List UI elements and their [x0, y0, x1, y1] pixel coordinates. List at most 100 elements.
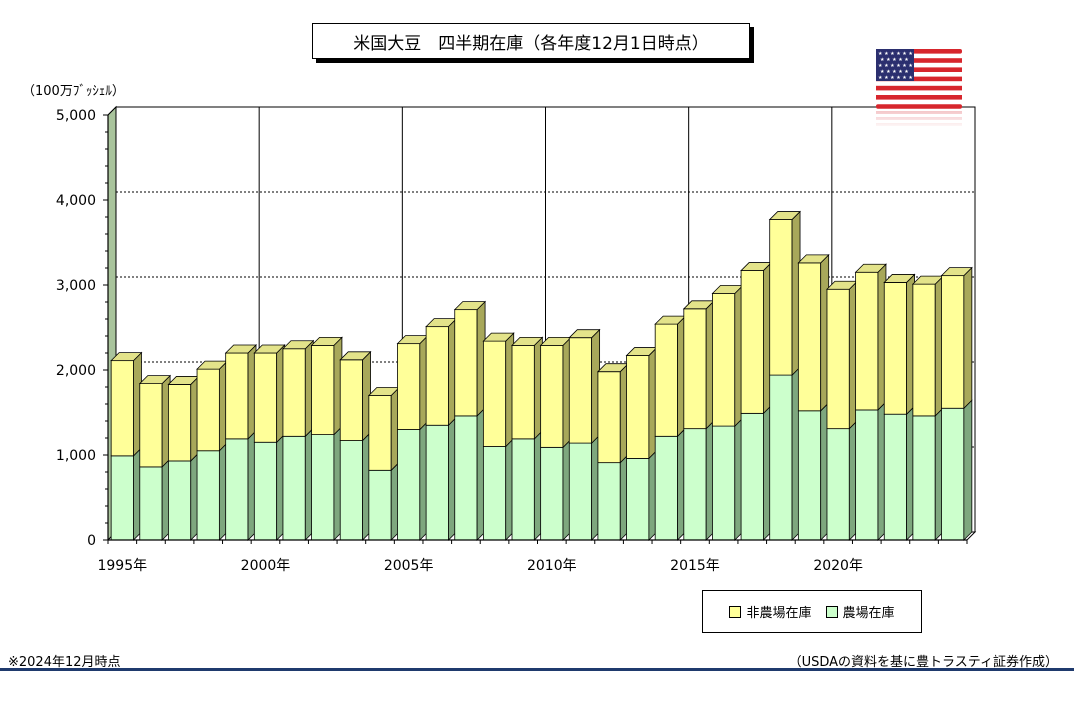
- bar-farm-segment: [941, 407, 965, 541]
- bar-2014: [654, 315, 687, 541]
- bar-nonfarm-segment: [826, 288, 850, 430]
- bar-2002: [310, 336, 343, 541]
- bar-2017: [740, 261, 773, 541]
- bar-nonfarm-segment: [454, 309, 478, 417]
- y-tick-label: 4,000: [56, 193, 96, 209]
- bar-farm-segment: [769, 374, 793, 541]
- legend-label-non-farm: 非農場在庫: [746, 606, 812, 621]
- bar-top: [253, 344, 286, 354]
- bar-farm-segment: [826, 428, 850, 541]
- x-tick-label: 2000年: [241, 558, 291, 574]
- bar-farm-segment: [712, 425, 736, 541]
- bar-2003: [339, 350, 372, 541]
- bar-nonfarm-segment: [425, 326, 449, 426]
- bar-top: [339, 351, 372, 361]
- chart-legend: 非農場在庫 農場在庫: [702, 590, 922, 633]
- bar-farm-segment: [339, 440, 363, 541]
- bar-farm-segment: [883, 413, 907, 541]
- bar-farm-segment: [139, 466, 163, 541]
- bar-2004: [367, 386, 401, 541]
- bar-2023: [911, 275, 945, 541]
- svg-text:★ ★ ★ ★ ★: ★ ★ ★ ★ ★: [880, 69, 909, 75]
- bar-2007: [453, 300, 487, 541]
- y-tick-label: 5,000: [56, 108, 96, 124]
- bar-2012: [596, 362, 630, 541]
- y-axis-unit-label: （100万ﾌﾞｯｼｪﾙ）: [22, 84, 125, 99]
- bar-nonfarm-segment: [912, 283, 936, 417]
- bar-farm-segment: [482, 446, 507, 541]
- bar-nonfarm-side: [963, 266, 973, 410]
- bar-nonfarm-segment: [654, 323, 678, 437]
- bar-farm-side: [963, 399, 973, 541]
- bar-nonfarm-segment: [311, 344, 335, 436]
- bar-2011: [568, 328, 601, 541]
- bar-chart: 0 1,000 2,000 3,000 4,000 5,000 1995年 2000年 2005…: [56, 105, 977, 574]
- svg-text:★ ★ ★ ★ ★ ★: ★ ★ ★ ★ ★ ★: [878, 63, 913, 69]
- svg-text:★ ★ ★ ★ ★ ★: ★ ★ ★ ★ ★ ★: [878, 51, 913, 57]
- y-tick-label: 2,000: [56, 363, 96, 379]
- bar-top: [224, 344, 257, 354]
- bar-farm-segment: [797, 410, 822, 541]
- y-tick-label: 3,000: [56, 278, 96, 294]
- bar-top: [110, 352, 143, 362]
- chart-title: 米国大豆 四半期在庫（各年度12月1日時点）: [312, 23, 750, 59]
- legend-swatch-non-farm: [729, 605, 742, 618]
- bar-2009: [511, 336, 544, 541]
- legend-label-farm: 農場在庫: [842, 606, 895, 621]
- chart-bars: [110, 210, 973, 541]
- bar-farm-segment: [311, 434, 335, 541]
- chart-ticks: 0 1,000 2,000 3,000 4,000 5,000 1995年 2000年 2005…: [56, 108, 968, 574]
- x-tick-label: 2015年: [670, 558, 720, 574]
- bar-2024: [940, 266, 973, 541]
- bar-farm-segment: [855, 409, 879, 541]
- bar-farm-segment: [683, 428, 707, 541]
- bar-2008: [482, 332, 515, 541]
- bar-2001: [281, 339, 315, 541]
- bar-farm-segment: [740, 412, 764, 541]
- bar-top: [940, 267, 973, 277]
- bar-top: [568, 329, 601, 339]
- bar-nonfarm-segment: [397, 343, 421, 430]
- bar-1997: [167, 375, 200, 541]
- y-tick-label: 0: [87, 533, 96, 549]
- bar-farm-segment: [912, 415, 936, 541]
- bar-nonfarm-segment: [883, 282, 907, 415]
- bar-2015: [682, 299, 716, 541]
- bar-nonfarm-segment: [568, 337, 593, 444]
- footnote: ※2024年12月時点: [8, 655, 121, 670]
- bar-farm-segment: [282, 435, 306, 541]
- bar-top: [511, 336, 544, 346]
- bar-farm-segment: [253, 441, 278, 541]
- bar-nonfarm-segment: [797, 262, 822, 412]
- bar-nonfarm-segment: [339, 359, 363, 441]
- bar-top: [854, 263, 887, 273]
- bar-top: [138, 375, 172, 385]
- x-tick-label: 2005年: [384, 558, 434, 574]
- bar-1995: [110, 351, 143, 541]
- bar-farm-segment: [511, 438, 535, 541]
- svg-text:★ ★ ★ ★ ★ ★: ★ ★ ★ ★ ★ ★: [878, 75, 913, 81]
- bar-2016: [711, 284, 744, 541]
- bar-nonfarm-segment: [683, 308, 707, 430]
- bar-2010: [539, 336, 572, 541]
- legend-item-farm: 農場在庫: [825, 602, 895, 621]
- bar-nonfarm-segment: [282, 348, 306, 437]
- bar-nonfarm-segment: [482, 340, 507, 447]
- bar-farm-segment: [626, 457, 650, 541]
- bar-nonfarm-segment: [511, 344, 535, 440]
- bar-nonfarm-segment: [941, 275, 965, 409]
- bar-nonfarm-segment: [368, 395, 392, 471]
- bar-2019: [797, 253, 830, 541]
- bar-1999: [224, 344, 257, 541]
- bar-top: [768, 211, 802, 220]
- bar-nonfarm-segment: [253, 352, 278, 443]
- bar-2022: [883, 273, 916, 541]
- bar-nonfarm-segment: [225, 352, 249, 440]
- bar-nonfarm-segment: [168, 384, 192, 462]
- legend-swatch-farm: [825, 605, 838, 618]
- bar-nonfarm-segment: [855, 271, 879, 411]
- bar-2005: [396, 334, 429, 541]
- bar-2013: [625, 346, 658, 541]
- bar-nonfarm-segment: [597, 371, 621, 464]
- source-note: （USDAの資料を基に豊トラスティ証券作成）: [788, 655, 1058, 670]
